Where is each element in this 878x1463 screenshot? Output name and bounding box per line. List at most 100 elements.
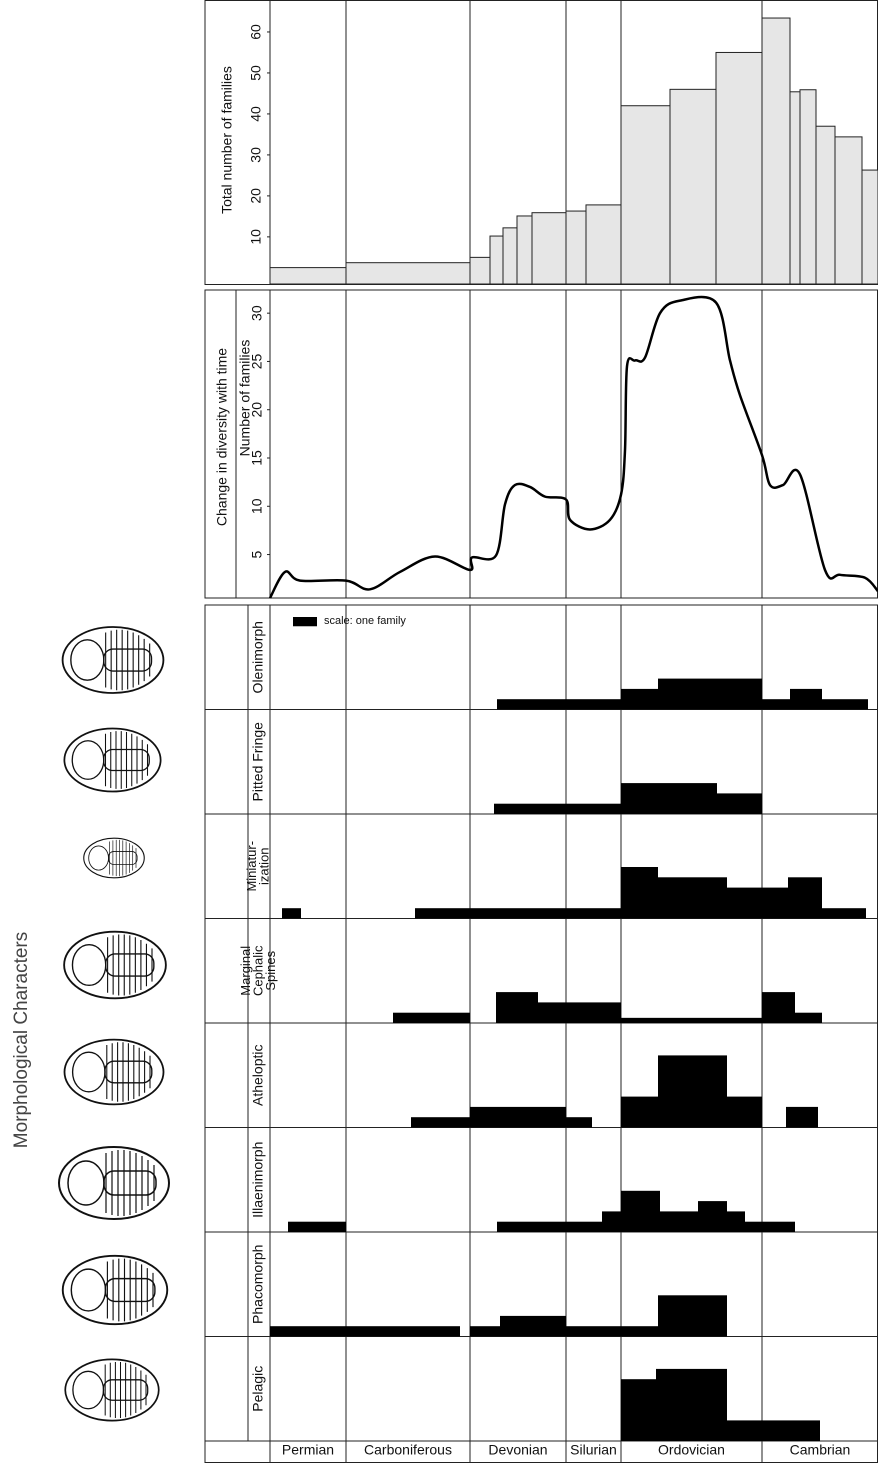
side-label: Morphological Characters bbox=[11, 932, 32, 1149]
family-bar bbox=[470, 1326, 500, 1336]
panel-frame bbox=[205, 290, 878, 598]
y-tick-label: 50 bbox=[248, 65, 264, 81]
family-bar bbox=[621, 783, 717, 814]
family-bar bbox=[795, 1013, 822, 1023]
family-bar bbox=[393, 1013, 470, 1023]
family-bar bbox=[727, 1097, 762, 1128]
family-bar bbox=[270, 1326, 460, 1336]
family-bar bbox=[788, 877, 822, 918]
family-bar bbox=[698, 1201, 727, 1232]
trilobite-drawing bbox=[64, 729, 160, 792]
row-label: Olenimorph bbox=[250, 621, 266, 693]
y-tick-label: 10 bbox=[248, 229, 264, 245]
row-label: Pelagic bbox=[250, 1366, 266, 1412]
step-bar bbox=[716, 52, 762, 284]
step-bar bbox=[490, 236, 503, 284]
family-bar bbox=[822, 908, 866, 918]
row-label: Atheloptic bbox=[250, 1045, 266, 1106]
family-bar bbox=[621, 1018, 762, 1023]
y-tick-label: 5 bbox=[249, 550, 265, 558]
y-axis-subtitle: Number of families bbox=[237, 340, 253, 457]
family-bar bbox=[621, 689, 658, 710]
y-axis-title: Total number of families bbox=[219, 66, 235, 214]
y-tick-label: 60 bbox=[248, 24, 264, 40]
trilobite-drawing bbox=[59, 1147, 169, 1219]
family-bar bbox=[538, 1002, 621, 1023]
period-label: Devonian bbox=[488, 1442, 547, 1458]
family-bar bbox=[658, 1295, 727, 1336]
step-bar bbox=[800, 90, 816, 284]
step-bar bbox=[670, 89, 716, 284]
family-bar bbox=[621, 1326, 658, 1336]
trilobite-drawing bbox=[63, 627, 164, 693]
family-bar bbox=[727, 1420, 820, 1441]
period-label: Carboniferous bbox=[364, 1442, 452, 1458]
family-bar bbox=[497, 699, 621, 709]
step-bar bbox=[470, 257, 490, 284]
step-bar bbox=[586, 205, 621, 284]
trilobite-drawing bbox=[64, 932, 166, 999]
step-bar bbox=[270, 268, 346, 284]
step-bar bbox=[762, 18, 790, 284]
step-bar bbox=[790, 92, 800, 284]
trilobite-drawing bbox=[65, 1359, 159, 1420]
period-label: Permian bbox=[282, 1442, 334, 1458]
row-label: ization bbox=[257, 847, 272, 885]
family-bar bbox=[494, 804, 621, 814]
period-label: Silurian bbox=[570, 1442, 617, 1458]
y-tick-label: 20 bbox=[248, 188, 264, 204]
family-bar bbox=[745, 1222, 795, 1232]
trilobite-drawing bbox=[65, 1040, 164, 1105]
trilobite-drawing bbox=[84, 838, 145, 878]
period-label: Cambrian bbox=[790, 1442, 851, 1458]
family-bar bbox=[470, 1107, 566, 1128]
period-label: Ordovician bbox=[658, 1442, 725, 1458]
family-bar bbox=[282, 908, 301, 918]
figure: Morphological Characters 10 20 30 40 50 60 Tot… bbox=[0, 0, 878, 1463]
y-tick-label: 30 bbox=[248, 147, 264, 163]
step-bar bbox=[532, 213, 566, 284]
family-bar bbox=[411, 1117, 470, 1127]
family-bar bbox=[497, 1222, 602, 1232]
family-bar bbox=[566, 1326, 621, 1336]
step-bar bbox=[835, 137, 862, 284]
family-bar bbox=[786, 1107, 818, 1128]
family-bar bbox=[566, 1117, 592, 1127]
step-bar bbox=[862, 170, 878, 284]
family-bar bbox=[621, 1097, 658, 1128]
row-label: Pitted Fringe bbox=[250, 722, 266, 802]
scale-label: scale: one family bbox=[324, 615, 406, 627]
diversity-line bbox=[270, 297, 878, 598]
row-label: Illaenimorph bbox=[250, 1142, 266, 1218]
row-label: Phacomorph bbox=[250, 1245, 266, 1324]
family-bar bbox=[500, 1316, 566, 1337]
family-bar bbox=[727, 1211, 745, 1232]
family-bar bbox=[621, 867, 658, 919]
step-bar bbox=[816, 126, 835, 284]
y-tick-label: 10 bbox=[249, 498, 265, 514]
family-bar bbox=[658, 1055, 727, 1127]
trilobite-drawing bbox=[63, 1256, 168, 1324]
step-bar bbox=[503, 228, 517, 284]
row-label: Spines bbox=[263, 950, 278, 990]
family-bar bbox=[288, 1222, 346, 1232]
scale-bar bbox=[293, 617, 317, 626]
family-bar bbox=[762, 699, 790, 709]
y-tick-label: 30 bbox=[249, 305, 265, 321]
y-axis-title: Change in diversity with time bbox=[214, 348, 230, 526]
family-bar bbox=[727, 888, 762, 919]
step-bar bbox=[621, 106, 670, 284]
family-bar bbox=[621, 1191, 660, 1232]
family-bar bbox=[762, 992, 795, 1023]
family-bar bbox=[656, 1369, 727, 1441]
family-bar bbox=[660, 1211, 698, 1232]
step-bar bbox=[517, 216, 532, 284]
family-bar bbox=[717, 793, 762, 814]
family-bar bbox=[790, 689, 822, 710]
step-bar bbox=[566, 211, 586, 284]
family-bar bbox=[658, 877, 727, 918]
family-bar bbox=[602, 1211, 621, 1232]
y-tick-label: 40 bbox=[248, 106, 264, 122]
family-bar bbox=[621, 1379, 656, 1441]
step-bar bbox=[346, 263, 470, 284]
